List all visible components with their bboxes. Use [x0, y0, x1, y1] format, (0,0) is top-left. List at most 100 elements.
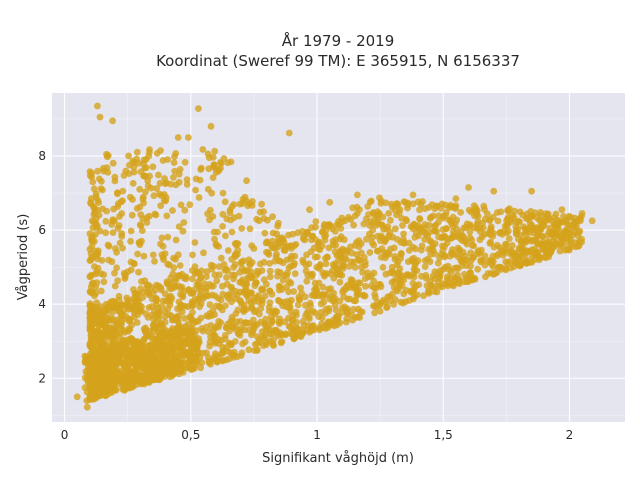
- scatter-point: [370, 269, 378, 277]
- scatter-point: [393, 275, 401, 283]
- scatter-point: [224, 247, 232, 254]
- scatter-point: [489, 252, 497, 260]
- scatter-point: [120, 340, 128, 348]
- scatter-point: [129, 180, 137, 187]
- scatter-point: [274, 332, 282, 340]
- scatter-point: [349, 204, 357, 212]
- scatter-point: [129, 295, 137, 302]
- scatter-point: [462, 274, 470, 281]
- scatter-point: [142, 377, 150, 385]
- scatter-point: [87, 310, 94, 318]
- scatter-point: [122, 167, 130, 175]
- scatter-point: [528, 221, 535, 229]
- scatter-point: [172, 333, 180, 341]
- scatter-point: [303, 309, 311, 317]
- scatter-point: [387, 216, 394, 224]
- scatter-point: [323, 253, 331, 261]
- scatter-point: [516, 261, 524, 269]
- scatter-point: [101, 307, 109, 314]
- scatter-point: [286, 300, 294, 307]
- scatter-point: [382, 270, 390, 278]
- scatter-point: [467, 249, 475, 257]
- scatter-point: [111, 177, 119, 185]
- scatter-point: [109, 117, 116, 125]
- scatter-point: [279, 302, 287, 310]
- scatter-point: [280, 246, 288, 254]
- scatter-point: [273, 327, 280, 334]
- scatter-point: [468, 236, 476, 244]
- scatter-point: [159, 243, 167, 250]
- scatter-point: [111, 282, 119, 290]
- scatter-point: [217, 160, 225, 167]
- scatter-point: [236, 200, 244, 208]
- scatter-point: [285, 288, 292, 296]
- scatter-point: [449, 246, 456, 253]
- scatter-point: [537, 209, 544, 216]
- scatter-point: [91, 359, 99, 367]
- scatter-point: [430, 288, 438, 295]
- scatter-point: [187, 356, 195, 364]
- scatter-point: [381, 254, 389, 262]
- scatter-point: [106, 376, 114, 383]
- scatter-point: [167, 312, 175, 320]
- scatter-point: [135, 361, 143, 368]
- scatter-point: [312, 236, 319, 243]
- scatter-point: [302, 267, 310, 275]
- scatter-point: [258, 300, 266, 307]
- scatter-point: [363, 235, 370, 243]
- scatter-point: [374, 208, 381, 216]
- scatter-point: [170, 159, 178, 167]
- scatter-point: [115, 369, 122, 376]
- scatter-point: [219, 223, 227, 230]
- scatter-point: [335, 256, 342, 264]
- scatter-point: [505, 227, 512, 235]
- scatter-point: [555, 218, 563, 226]
- scatter-point: [188, 275, 196, 283]
- scatter-point: [493, 209, 501, 216]
- scatter-point: [396, 280, 403, 288]
- scatter-point: [542, 249, 550, 257]
- scatter-point: [289, 230, 297, 238]
- scatter-point: [100, 271, 108, 279]
- scatter-point: [185, 339, 193, 347]
- scatter-point: [95, 328, 102, 335]
- scatter-point: [124, 296, 132, 304]
- scatter-point: [409, 289, 417, 296]
- scatter-point: [176, 262, 184, 269]
- scatter-point: [110, 386, 118, 394]
- scatter-point: [101, 312, 109, 320]
- scatter-point: [293, 325, 301, 332]
- scatter-point: [347, 216, 355, 223]
- scatter-point: [420, 292, 427, 300]
- scatter-point: [243, 280, 251, 288]
- scatter-point: [389, 290, 396, 298]
- scatter-point: [319, 269, 327, 277]
- scatter-point: [409, 191, 417, 199]
- scatter-point: [410, 295, 417, 303]
- scatter-point: [311, 309, 319, 317]
- scatter-point: [460, 224, 468, 232]
- scatter-point: [299, 318, 307, 325]
- scatter-point: [343, 283, 350, 290]
- scatter-point: [221, 198, 229, 206]
- scatter-point: [265, 307, 273, 315]
- scatter-point: [207, 282, 215, 290]
- scatter-point: [238, 349, 246, 357]
- scatter-point: [99, 186, 106, 194]
- scatter-point: [159, 254, 167, 261]
- scatter-point: [340, 293, 348, 301]
- scatter-point: [241, 193, 249, 201]
- scatter-point: [143, 345, 151, 353]
- scatter-point: [416, 206, 423, 214]
- scatter-point: [575, 242, 582, 250]
- scatter-point: [534, 231, 542, 239]
- scatter-point: [250, 245, 258, 252]
- scatter-point: [261, 229, 269, 237]
- scatter-point: [270, 342, 277, 349]
- scatter-point: [263, 280, 270, 288]
- scatter-point: [81, 384, 89, 391]
- scatter-point: [229, 323, 237, 331]
- scatter-point: [417, 246, 425, 254]
- scatter-point: [204, 292, 212, 299]
- scatter-point: [148, 303, 156, 310]
